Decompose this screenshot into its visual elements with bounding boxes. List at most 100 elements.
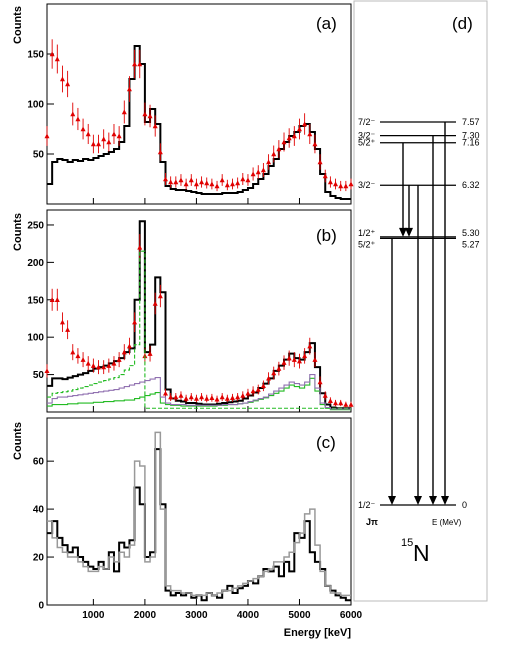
data-point — [80, 357, 86, 362]
data-point — [322, 392, 328, 398]
panel-b: 50 100 150 200 250 (b) Counts — [12, 209, 354, 413]
data-point — [132, 61, 138, 67]
panel-a-label: (a) — [316, 14, 337, 33]
data-point — [229, 395, 235, 400]
data-point — [255, 386, 261, 392]
xtick-label: 6000 — [340, 610, 363, 621]
data-point — [255, 169, 261, 175]
data-point — [296, 358, 302, 364]
data-point — [286, 135, 292, 141]
data-point — [193, 181, 199, 187]
data-point — [291, 357, 297, 362]
data-point — [90, 141, 96, 147]
ytick-label: 50 — [33, 370, 45, 381]
ytick-label: 100 — [27, 333, 44, 344]
level-energy: 0 — [462, 500, 467, 510]
level-energy: 5.27 — [462, 239, 480, 249]
panel-a-frame — [46, 3, 352, 205]
data-point — [75, 353, 81, 359]
level-spin: 1/2⁻ — [358, 500, 376, 510]
data-point — [199, 394, 205, 400]
data-point — [70, 111, 76, 117]
data-point — [348, 401, 354, 407]
series-0-line — [47, 45, 351, 200]
data-point — [229, 181, 235, 187]
data-point — [240, 392, 246, 398]
data-point — [302, 121, 308, 127]
data-point — [240, 176, 246, 182]
ytick-label: 250 — [27, 220, 44, 231]
level-energy: 5.30 — [462, 228, 480, 238]
data-point — [80, 126, 86, 132]
data-point — [312, 357, 318, 362]
data-point — [111, 131, 117, 137]
data-point — [260, 167, 266, 173]
data-point — [54, 56, 60, 62]
data-point — [90, 363, 96, 368]
data-point — [65, 81, 71, 87]
data-point — [85, 360, 91, 366]
series-0-line — [47, 220, 351, 410]
data-point — [204, 395, 210, 401]
data-point — [343, 183, 349, 189]
series-4-line — [47, 374, 351, 410]
ytick-label: 150 — [27, 50, 44, 61]
series-0-line — [47, 448, 351, 602]
data-point — [281, 360, 287, 365]
panel-d-label: (d) — [452, 14, 473, 33]
data-point — [126, 343, 132, 349]
data-point — [59, 319, 65, 325]
data-point — [209, 181, 215, 187]
nucleus-mass: 15 — [401, 537, 413, 549]
data-point — [307, 131, 313, 137]
series-1-points — [44, 39, 354, 192]
ytick-label: 0 — [38, 601, 44, 612]
data-point — [250, 388, 256, 394]
data-point — [214, 183, 220, 189]
level-spin: 3/2⁻ — [358, 180, 376, 190]
data-point — [266, 375, 272, 381]
data-point — [224, 395, 230, 401]
data-point — [333, 181, 339, 187]
data-point — [85, 131, 91, 137]
data-point — [245, 390, 251, 396]
level-energy: 7.30 — [462, 131, 480, 141]
panel-c: 0 20 40 60 1000 2000 3000 4000 5000 6000 (c) Coun… — [12, 417, 363, 639]
level-spin: 3/2⁻ — [358, 131, 376, 141]
panel-b-ylabel: Counts — [12, 213, 24, 251]
data-point — [106, 139, 112, 145]
transition-arrowhead — [405, 227, 413, 237]
data-point — [209, 395, 215, 400]
data-point — [173, 394, 179, 400]
level-spin: 7/2⁻ — [358, 117, 376, 127]
data-point — [219, 177, 225, 183]
data-point — [126, 86, 132, 92]
data-point — [152, 300, 158, 306]
data-point — [276, 146, 282, 152]
data-point — [44, 133, 50, 139]
data-point — [188, 394, 194, 400]
data-point — [178, 392, 184, 398]
data-point — [235, 394, 241, 400]
data-point — [338, 400, 344, 406]
level-energy: 7.57 — [462, 117, 480, 127]
data-point — [116, 133, 122, 139]
data-point — [235, 180, 241, 186]
data-point — [132, 319, 138, 325]
data-point — [152, 123, 158, 129]
data-point — [199, 179, 205, 185]
data-point — [286, 355, 292, 361]
data-point — [163, 390, 169, 396]
data-point — [281, 139, 287, 145]
data-point — [302, 353, 308, 359]
xtick-label: 3000 — [185, 610, 208, 621]
data-point — [168, 394, 174, 400]
series-2-line — [47, 250, 351, 409]
data-point — [188, 177, 194, 183]
data-point — [224, 182, 230, 188]
panel-d-frame — [353, 0, 488, 602]
data-point — [59, 76, 65, 82]
nucleus-symbol: N — [413, 540, 430, 566]
data-point — [271, 370, 277, 376]
panel-a: 50 100 150 (a) Counts — [12, 3, 354, 205]
